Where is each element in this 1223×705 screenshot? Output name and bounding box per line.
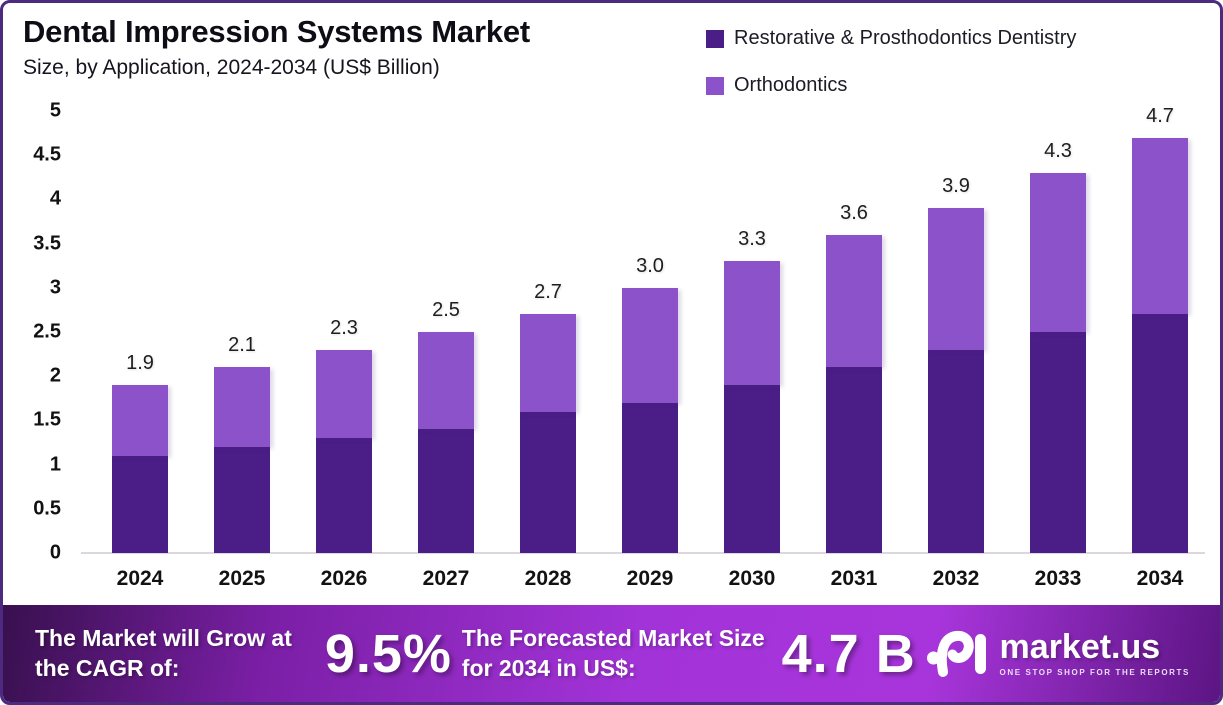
bar-total-label: 4.7 xyxy=(1146,104,1174,127)
y-axis-tick-label: 1 xyxy=(49,453,61,476)
x-axis-tick-label: 2031 xyxy=(830,567,878,590)
cagr-label: The Market will Grow at the CAGR of: xyxy=(35,624,292,681)
bar-total-label: 2.5 xyxy=(432,299,460,321)
y-axis-tick-label: 1.5 xyxy=(33,408,61,431)
bar-segment-orthodontics xyxy=(826,234,882,368)
bar-total-label: 1.9 xyxy=(126,352,154,375)
y-axis-tick-label: 3.5 xyxy=(33,232,61,255)
bar-segment-orthodontics xyxy=(1030,172,1086,332)
x-axis-tick-label: 2032 xyxy=(932,567,980,590)
bar-total-label: 2.3 xyxy=(330,316,358,339)
forecast-value: 4.7 B xyxy=(781,623,916,684)
bar-segment-restorative xyxy=(1030,332,1086,553)
bar-total-label: 3.6 xyxy=(840,201,868,224)
bar-segment-orthodontics xyxy=(1132,137,1188,315)
x-axis-tick-label: 2028 xyxy=(524,567,572,590)
bar-segment-restorative xyxy=(214,446,270,553)
y-axis-tick-label: 2 xyxy=(49,364,61,387)
y-axis-tick-label: 5 xyxy=(49,99,61,122)
page-title: Dental Impression Systems Market xyxy=(23,14,531,49)
stacked-bar-chart: 0 0.5 1 1.5 2 2.5 3 3.5 4 4.5 5 1.9 2024 2.1 2025 2.3 20… xyxy=(3,3,1220,702)
bar-segment-restorative xyxy=(928,349,984,553)
bar-total-label: 3.3 xyxy=(738,228,766,251)
legend: Restorative & Prosthodontics Dentistry O… xyxy=(706,27,1076,97)
marketus-logo-icon xyxy=(926,630,986,677)
bar-segment-orthodontics xyxy=(418,332,474,430)
cagr-value: 9.5% xyxy=(324,623,452,684)
brand-name: market.us xyxy=(999,628,1161,666)
bar-segment-orthodontics xyxy=(316,349,372,439)
y-axis-tick-label: 0.5 xyxy=(33,497,61,520)
page-subtitle: Size, by Application, 2024-2034 (US$ Bil… xyxy=(23,55,440,79)
bar-total-label: 2.1 xyxy=(228,334,256,357)
bar-total-label: 3.9 xyxy=(942,175,970,198)
y-axis-tick-label: 0 xyxy=(49,541,61,564)
bar-segment-orthodontics xyxy=(928,208,984,350)
footer-banner: The Market will Grow at the CAGR of: 9.5… xyxy=(3,605,1220,702)
bar-segment-restorative xyxy=(418,429,474,553)
legend-swatch-orthodontics-icon xyxy=(706,76,724,95)
x-axis-tick-label: 2026 xyxy=(320,567,368,590)
legend-item-restorative: Restorative & Prosthodontics Dentistry xyxy=(706,27,1076,50)
y-axis-tick-label: 4 xyxy=(49,187,61,210)
x-axis-tick-label: 2027 xyxy=(422,567,470,590)
legend-swatch-restorative-icon xyxy=(706,29,724,48)
legend-label-orthodontics: Orthodontics xyxy=(734,74,848,96)
bar-segment-orthodontics xyxy=(724,261,780,386)
bar-segment-restorative xyxy=(724,385,780,553)
legend-label-restorative: Restorative & Prosthodontics Dentistry xyxy=(734,27,1077,49)
bar-segment-restorative xyxy=(520,411,576,553)
legend-item-orthodontics: Orthodontics xyxy=(706,74,1076,97)
bar-segment-orthodontics xyxy=(214,367,270,447)
bar-segment-orthodontics xyxy=(622,287,678,403)
forecast-label: The Forecasted Market Size for 2034 in U… xyxy=(461,624,765,681)
x-axis-tick-label: 2034 xyxy=(1136,567,1184,590)
x-axis-tick-label: 2030 xyxy=(728,567,776,590)
bar-segment-restorative xyxy=(826,367,882,553)
x-axis-tick-label: 2029 xyxy=(626,567,674,590)
y-axis-tick-label: 3 xyxy=(49,276,61,299)
bar-total-label: 3.0 xyxy=(636,254,664,277)
bar-segment-orthodontics xyxy=(520,314,576,412)
x-axis-tick-label: 2024 xyxy=(116,567,164,590)
y-axis-tick-label: 2.5 xyxy=(33,320,61,343)
bar-segment-restorative xyxy=(316,438,372,553)
x-axis-tick-label: 2033 xyxy=(1034,567,1082,590)
x-axis-tick-label: 2025 xyxy=(218,567,266,590)
y-axis-tick-label: 4.5 xyxy=(33,143,61,166)
bar-total-label: 4.3 xyxy=(1044,139,1072,162)
bar-segment-restorative xyxy=(622,402,678,553)
brand-logo: market.us ONE STOP SHOP FOR THE REPORTS xyxy=(926,625,1190,683)
bar-segment-restorative xyxy=(112,455,168,553)
x-axis-line xyxy=(81,552,1205,554)
bar-segment-restorative xyxy=(1132,314,1188,553)
brand-tagline: ONE STOP SHOP FOR THE REPORTS xyxy=(999,668,1190,677)
header: Dental Impression Systems Market Size, b… xyxy=(23,13,530,80)
bar-total-label: 2.7 xyxy=(534,281,562,304)
bar-segment-orthodontics xyxy=(112,385,168,456)
